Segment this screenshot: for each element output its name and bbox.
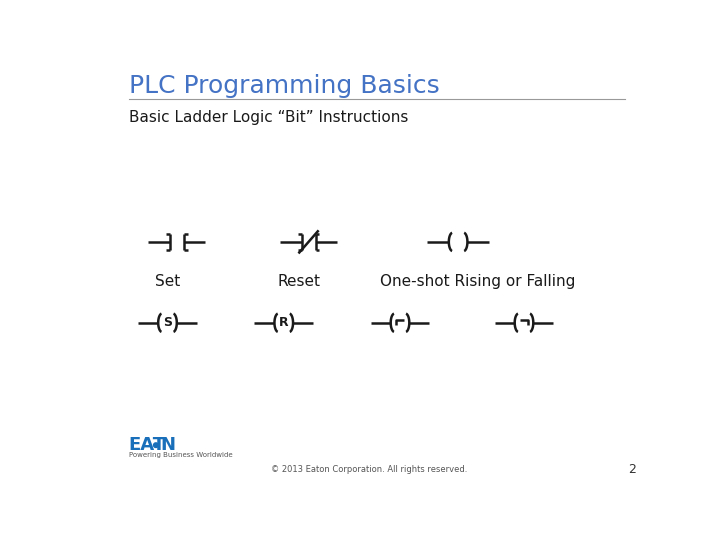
Text: Set: Set — [155, 274, 180, 289]
Text: R: R — [279, 316, 289, 329]
Text: Reset: Reset — [278, 274, 320, 289]
Text: N: N — [161, 436, 176, 454]
Circle shape — [153, 443, 158, 448]
Text: One-shot Rising or Falling: One-shot Rising or Falling — [380, 274, 575, 289]
Text: Basic Ladder Logic “Bit” Instructions: Basic Ladder Logic “Bit” Instructions — [129, 110, 408, 125]
Text: EAT: EAT — [129, 436, 166, 454]
Text: S: S — [163, 316, 172, 329]
Text: © 2013 Eaton Corporation. All rights reserved.: © 2013 Eaton Corporation. All rights res… — [271, 464, 467, 474]
Text: Powering Business Worldwide: Powering Business Worldwide — [129, 452, 233, 458]
Text: PLC Programming Basics: PLC Programming Basics — [129, 75, 439, 98]
Text: 2: 2 — [629, 463, 636, 476]
